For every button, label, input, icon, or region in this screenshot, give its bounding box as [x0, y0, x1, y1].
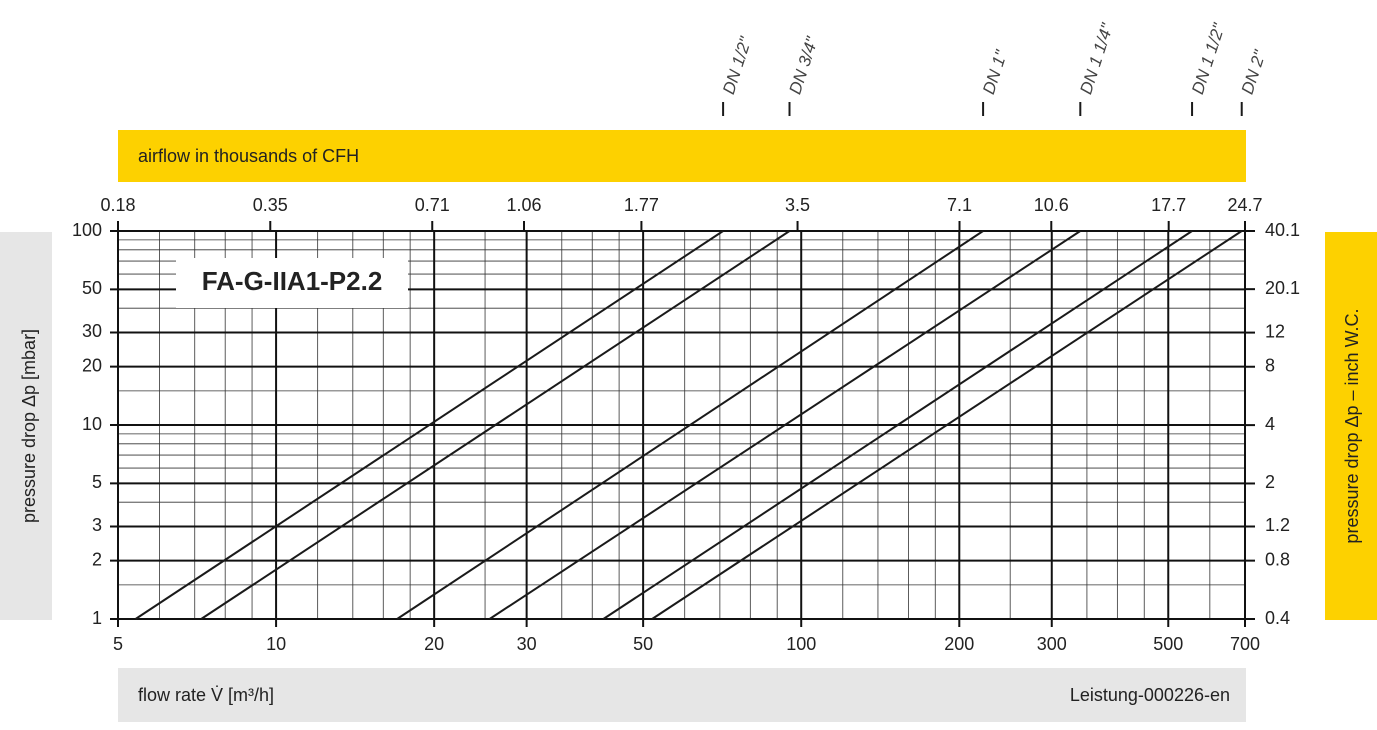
y2-tick-label: 20.1	[1265, 278, 1300, 298]
x-tick-label: 5	[113, 634, 123, 654]
y2-tick-label: 2	[1265, 472, 1275, 492]
legend-label: DN 3/4"	[786, 34, 823, 97]
bottom-band	[118, 668, 1246, 722]
y2-tick-label: 40.1	[1265, 220, 1300, 240]
x-tick-label: 100	[786, 634, 816, 654]
legend-label: DN 1 1/2"	[1188, 20, 1229, 96]
x2-tick-label: 17.7	[1151, 195, 1186, 215]
top-band	[118, 130, 1246, 182]
flow-line	[602, 230, 1193, 620]
x-tick-label: 20	[424, 634, 444, 654]
note: Leistung-000226-en	[1070, 685, 1230, 705]
x2-tick-label: 1.06	[506, 195, 541, 215]
y2-tick-label: 8	[1265, 355, 1275, 375]
y2-tick-label: 12	[1265, 321, 1285, 341]
x2-tick-label: 24.7	[1227, 195, 1262, 215]
y2-tick-label: 0.8	[1265, 549, 1290, 569]
y-axis-label: pressure drop Δp [mbar]	[19, 329, 39, 523]
y-tick-label: 5	[92, 472, 102, 492]
x2-tick-label: 0.71	[415, 195, 450, 215]
legend-label: DN 1 1/4"	[1076, 20, 1117, 96]
y-tick-label: 20	[82, 355, 102, 375]
y-tick-label: 10	[82, 414, 102, 434]
x2-axis-label: airflow in thousands of CFH	[138, 146, 359, 166]
right-band	[1325, 232, 1377, 620]
y-tick-label: 100	[72, 220, 102, 240]
y-tick-label: 30	[82, 321, 102, 341]
legend-label: DN 2"	[1238, 47, 1270, 96]
x-tick-label: 200	[944, 634, 974, 654]
left-band	[0, 232, 52, 620]
x2-tick-label: 0.35	[253, 195, 288, 215]
x2-tick-label: 7.1	[947, 195, 972, 215]
flow-line	[651, 230, 1243, 620]
x-tick-label: 300	[1037, 634, 1067, 654]
x-tick-label: 700	[1230, 634, 1260, 654]
y-tick-label: 1	[92, 608, 102, 628]
grid	[110, 221, 1255, 627]
y2-tick-label: 1.2	[1265, 515, 1290, 535]
x2-tick-label: 1.77	[624, 195, 659, 215]
y-tick-label: 2	[92, 549, 102, 569]
x2-tick-label: 3.5	[785, 195, 810, 215]
legend-label: DN 1"	[979, 47, 1011, 96]
x-tick-label: 10	[266, 634, 286, 654]
title-box	[176, 258, 408, 308]
legend-label: DN 1/2"	[719, 34, 756, 97]
flow-line	[489, 230, 1081, 620]
y-tick-label: 50	[82, 278, 102, 298]
x-axis-label: flow rate V̇ [m³/h]	[138, 685, 274, 705]
flow-line	[396, 230, 984, 620]
x-tick-label: 50	[633, 634, 653, 654]
x-tick-label: 30	[517, 634, 537, 654]
y2-axis-label: pressure drop Δp – inch W.C.	[1342, 308, 1362, 543]
x2-tick-label: 10.6	[1034, 195, 1069, 215]
chart-title: FA-G-IIA1-P2.2	[202, 266, 383, 296]
y2-tick-label: 0.4	[1265, 608, 1290, 628]
y-tick-label: 3	[92, 515, 102, 535]
x-tick-label: 500	[1153, 634, 1183, 654]
y2-tick-label: 4	[1265, 414, 1275, 434]
flow-line	[200, 230, 791, 620]
x2-tick-label: 0.18	[100, 195, 135, 215]
flow-line	[135, 230, 724, 620]
